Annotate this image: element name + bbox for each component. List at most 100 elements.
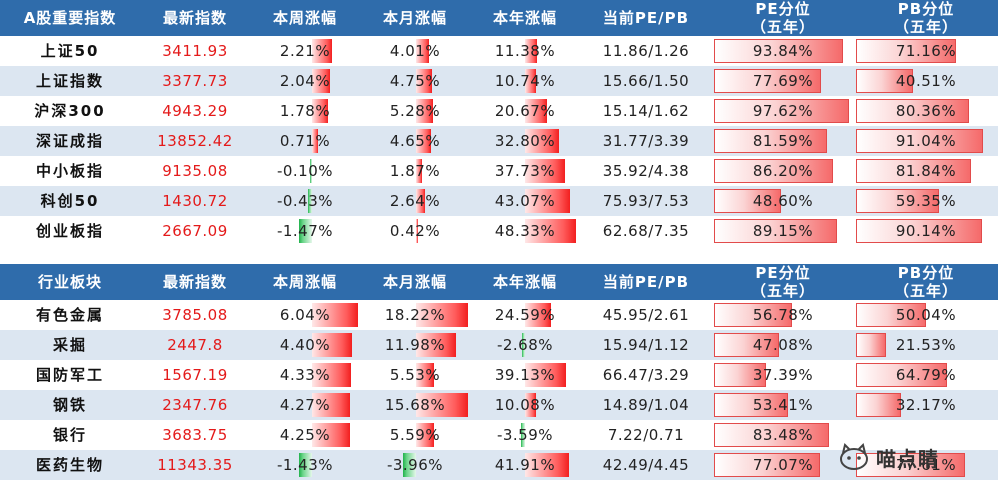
latest-index-value: 1430.72 bbox=[162, 192, 228, 210]
pe-pb-value: 62.68/7.35 bbox=[602, 222, 690, 240]
pe-percentile-bar bbox=[714, 99, 849, 123]
pe-percentile-value: 77.69% bbox=[752, 72, 814, 90]
month-change-bar bbox=[416, 363, 435, 387]
week-change-bar bbox=[312, 99, 329, 123]
month-change-value: 18.22% bbox=[384, 306, 446, 324]
pe-percentile-bar bbox=[714, 189, 782, 213]
month-change-value: 11.98% bbox=[384, 336, 446, 354]
month-change-value: -3.96% bbox=[386, 456, 444, 474]
pe-percentile-value: 56.78% bbox=[752, 306, 814, 324]
pb-percentile-value: 32.17% bbox=[895, 396, 957, 414]
week-change-bar bbox=[312, 363, 351, 387]
pe-percentile-value: 93.84% bbox=[752, 42, 814, 60]
month-change-bar bbox=[416, 219, 418, 243]
pe-pb-value: 66.47/3.29 bbox=[602, 366, 690, 384]
year-change-value: -2.68% bbox=[496, 336, 554, 354]
pe-percentile-value: 81.59% bbox=[752, 132, 814, 150]
watermark-text: 喵点睛 bbox=[876, 446, 939, 471]
week-change-bar bbox=[312, 393, 351, 417]
column-header: 本年涨幅 bbox=[492, 9, 557, 27]
year-change-value: 10.74% bbox=[494, 72, 556, 90]
table-row: 采掘 2447.8 4.40% 11.98% -2.68% 15.94/1.12 47.08… bbox=[0, 330, 998, 360]
row-name: 上证50 bbox=[40, 42, 100, 60]
pe-percentile-bar bbox=[714, 129, 827, 153]
month-change-value: 15.68% bbox=[384, 396, 446, 414]
pb-percentile-bar bbox=[856, 303, 927, 327]
pb-percentile-value: 80.36% bbox=[895, 102, 957, 120]
column-header: PB分位 （五年） bbox=[893, 0, 958, 36]
year-change-bar bbox=[525, 393, 536, 417]
week-change-value: 1.78% bbox=[279, 102, 331, 120]
week-change-bar bbox=[312, 423, 351, 447]
year-change-value: 37.73% bbox=[494, 162, 556, 180]
column-header: A股重要指数 bbox=[23, 9, 117, 27]
month-change-bar bbox=[416, 333, 456, 357]
year-change-value: 39.13% bbox=[494, 366, 556, 384]
latest-index-value: 11343.35 bbox=[157, 456, 233, 474]
week-change-bar bbox=[298, 219, 312, 243]
row-name: 钢铁 bbox=[52, 396, 87, 414]
pe-pb-value: 42.49/4.45 bbox=[602, 456, 690, 474]
year-change-bar bbox=[525, 189, 571, 213]
row-name: 医药生物 bbox=[35, 456, 104, 474]
pb-percentile-bar bbox=[856, 219, 983, 243]
row-name: 国防军工 bbox=[35, 366, 104, 384]
pe-percentile-bar bbox=[714, 393, 788, 417]
pe-pb-value: 75.93/7.53 bbox=[602, 192, 690, 210]
month-change-bar bbox=[416, 159, 423, 183]
pb-percentile-bar bbox=[856, 99, 969, 123]
pb-percentile-bar bbox=[856, 363, 947, 387]
pe-percentile-bar bbox=[714, 363, 766, 387]
pb-percentile-bar bbox=[856, 393, 902, 417]
column-header: 本年涨幅 bbox=[492, 273, 557, 291]
row-name: 采掘 bbox=[52, 336, 87, 354]
pb-percentile-value: 91.04% bbox=[895, 132, 957, 150]
row-name: 上证指数 bbox=[35, 72, 104, 90]
pb-percentile-bar bbox=[856, 129, 984, 153]
latest-index-value: 4943.29 bbox=[162, 102, 228, 120]
month-change-value: 4.01% bbox=[389, 42, 441, 60]
latest-index-value: 2447.8 bbox=[167, 336, 223, 354]
pe-percentile-value: 77.07% bbox=[752, 456, 814, 474]
year-change-bar bbox=[525, 99, 547, 123]
month-change-bar bbox=[402, 453, 416, 477]
pb-percentile-bar bbox=[856, 333, 887, 357]
table-row: 沪深300 4943.29 1.78% 5.28% 20.67% 15.14/1.62 97… bbox=[0, 96, 998, 126]
year-change-bar bbox=[525, 219, 576, 243]
latest-index-value: 3785.08 bbox=[162, 306, 228, 324]
column-header: 本月涨幅 bbox=[382, 9, 447, 27]
pe-percentile-value: 86.20% bbox=[752, 162, 814, 180]
column-header: 当前PE/PB bbox=[602, 9, 690, 27]
table-row: 国防军工 1567.19 4.33% 5.53% 39.13% 66.47/3.29 37.… bbox=[0, 360, 998, 390]
row-name: 创业板指 bbox=[35, 222, 104, 240]
row-name: 银行 bbox=[52, 426, 87, 444]
week-change-bar bbox=[308, 189, 312, 213]
week-change-value: 2.21% bbox=[279, 42, 331, 60]
pb-percentile-value: 50.04% bbox=[895, 306, 957, 324]
year-change-value: -3.59% bbox=[496, 426, 554, 444]
pe-percentile-value: 48.60% bbox=[752, 192, 814, 210]
pe-percentile-bar bbox=[714, 219, 838, 243]
month-change-bar bbox=[416, 189, 425, 213]
pe-percentile-bar bbox=[714, 333, 779, 357]
row-name: 深证成指 bbox=[35, 132, 104, 150]
year-change-bar bbox=[525, 453, 569, 477]
column-header: 最新指数 bbox=[162, 273, 227, 291]
table-row: 上证指数 3377.73 2.04% 4.75% 10.74% 15.66/1.50 77.… bbox=[0, 66, 998, 96]
pb-percentile-bar bbox=[856, 189, 940, 213]
month-change-bar bbox=[416, 423, 435, 447]
column-header: PE分位 （五年） bbox=[750, 264, 815, 300]
pb-percentile-value: 40.51% bbox=[895, 72, 957, 90]
month-change-value: 5.28% bbox=[389, 102, 441, 120]
week-change-value: 4.25% bbox=[279, 426, 331, 444]
pe-percentile-bar bbox=[714, 39, 844, 63]
pe-percentile-bar bbox=[714, 69, 822, 93]
week-change-value: 4.33% bbox=[279, 366, 331, 384]
year-change-bar bbox=[525, 39, 537, 63]
week-change-value: -1.47% bbox=[276, 222, 334, 240]
column-header: 本周涨幅 bbox=[272, 9, 337, 27]
month-change-bar bbox=[416, 129, 432, 153]
month-change-value: 0.42% bbox=[389, 222, 441, 240]
week-change-value: 0.71% bbox=[279, 132, 331, 150]
pe-pb-value: 35.92/4.38 bbox=[602, 162, 690, 180]
